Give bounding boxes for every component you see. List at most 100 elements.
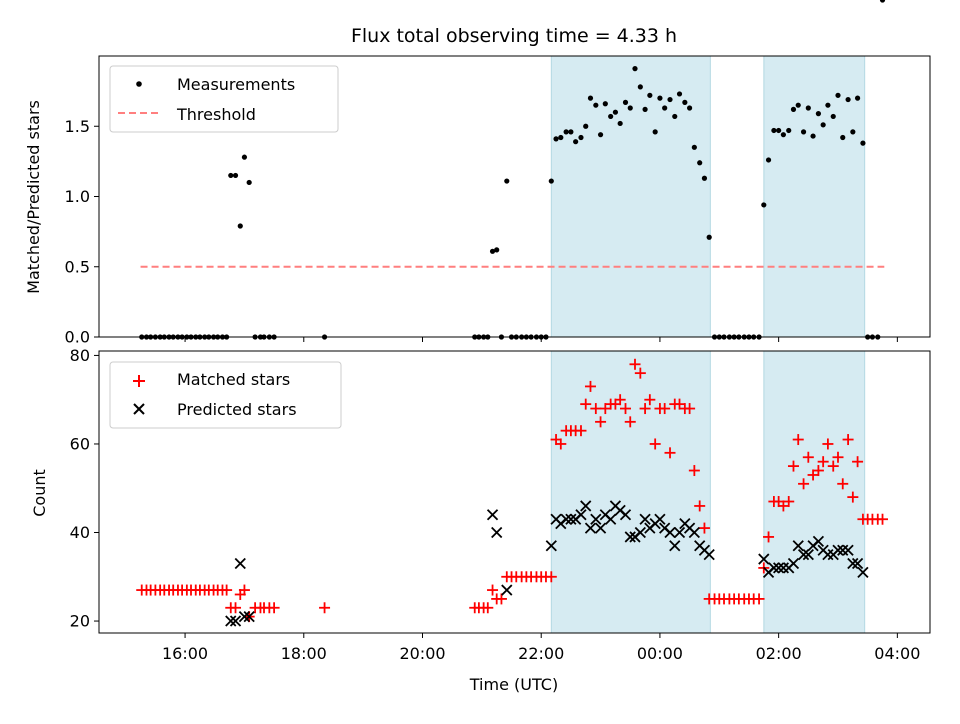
- cross-b: [822, 549, 834, 561]
- measurement-point: [850, 129, 856, 135]
- measurement-point: [860, 140, 866, 146]
- cross-b: [501, 584, 513, 596]
- predicted-star-point: [654, 513, 666, 525]
- measurement-point: [597, 132, 604, 138]
- predicted-star-point: [669, 540, 681, 552]
- bottom-axes-frame: [98, 350, 931, 634]
- measurement-point: [810, 133, 816, 139]
- predicted-star-point: [664, 526, 676, 539]
- matched-star-point: [614, 394, 626, 406]
- cross-b: [768, 562, 780, 574]
- measurement-point: [706, 234, 712, 240]
- cross-b: [634, 526, 646, 539]
- measurement-point: [676, 91, 683, 97]
- bottom-legend-box: [109, 361, 342, 429]
- predicted-star-point: [619, 509, 632, 521]
- measurement-point: [494, 247, 500, 253]
- x-axis-label: Time (UTC): [469, 675, 558, 694]
- matched-star-point: [763, 531, 775, 543]
- predicted-star-point: [229, 615, 242, 627]
- predicted-star-point: [812, 535, 825, 547]
- matched-star-point: [827, 460, 839, 472]
- bottom-x-ticks: 16:00 18:00 20:00 22:00 00:00 02:00 04:00: [162, 633, 920, 663]
- measurement-point: [800, 129, 807, 135]
- predicted-star-point: [225, 615, 237, 627]
- top-y-ticks: 0.0 0.5 1.0 1.5: [65, 117, 99, 347]
- measurement-point: [647, 92, 653, 98]
- measurement-point: [228, 172, 234, 179]
- measurement-point: [637, 84, 643, 90]
- matched-star-point: [698, 522, 710, 534]
- x-tick-label: 04:00: [874, 644, 920, 663]
- y-tick-label: 0.0: [65, 328, 90, 347]
- cross-b: [243, 610, 255, 623]
- matched-star-point: [798, 478, 810, 490]
- cross-b: [669, 540, 681, 552]
- predicted-star-point: [584, 522, 597, 534]
- matched-star-point: [812, 465, 824, 477]
- legend-label-threshold: Threshold: [176, 105, 256, 124]
- matched-star-point: [482, 602, 494, 614]
- predicted-star-point: [802, 549, 814, 561]
- matched-star-point: [221, 584, 233, 596]
- cross-b: [688, 526, 700, 539]
- y-tick-label: 1.5: [65, 117, 90, 136]
- measurement-point: [617, 120, 623, 127]
- cross-b: [584, 522, 597, 534]
- bottom-y-ticks: 20 40 60 80: [70, 346, 99, 631]
- measurement-point: [602, 101, 608, 107]
- measurement-point: [632, 66, 638, 72]
- cross-b: [491, 526, 503, 539]
- measurement-point: [593, 102, 599, 108]
- legend-label-measurements: Measurements: [177, 75, 295, 94]
- matched-star-point: [319, 602, 331, 614]
- measurement-point: [657, 95, 663, 101]
- matched-star-point: [644, 394, 656, 406]
- cross-b: [639, 513, 651, 525]
- measurement-point: [776, 127, 782, 134]
- cross-b: [797, 549, 810, 561]
- measurement-point: [820, 122, 826, 128]
- bottom-panel: 20 40 60 80 16:00 18:00 20:00 22:00 00:00 02:00 0…: [30, 346, 931, 694]
- x-tick-label: 18:00: [281, 644, 327, 663]
- cross-b: [229, 615, 242, 627]
- cross-b: [624, 531, 636, 543]
- matched-star-point: [634, 367, 646, 379]
- matched-star-point: [487, 584, 499, 596]
- shaded-interval-0: [550, 55, 711, 338]
- measurement-point: [780, 132, 786, 138]
- measurement-point: [237, 223, 243, 229]
- cross-b: [842, 544, 854, 556]
- measurement-point: [568, 129, 574, 135]
- predicted-star-point: [565, 513, 577, 525]
- x-tick-label: 00:00: [637, 644, 683, 663]
- measurement-point: [835, 92, 841, 98]
- matched-star-point: [783, 496, 795, 508]
- shaded-interval-1: [763, 55, 866, 338]
- predicted-star-point: [792, 540, 804, 552]
- measurement-point: [815, 111, 822, 117]
- measurement-point: [662, 105, 668, 111]
- measurement-point: [672, 113, 678, 120]
- measurement-point: [563, 129, 569, 135]
- matched-star-point: [817, 456, 829, 468]
- measurement-point: [795, 102, 801, 108]
- matched-star-point: [847, 491, 859, 503]
- predicted-star-point: [560, 513, 572, 525]
- measurement-point: [622, 99, 629, 105]
- measurement-point: [879, 0, 886, 3]
- matched-star-point: [580, 398, 592, 410]
- legend-dot-marker: [136, 81, 142, 87]
- bottom-legend: Matched stars Predicted stars: [109, 361, 342, 429]
- matched-star-point: [822, 438, 834, 450]
- predicted-star-point: [491, 526, 503, 539]
- top-y-axis-label: Matched/Predicted stars: [24, 100, 43, 294]
- measurement-point: [765, 157, 772, 163]
- measurement-point: [652, 129, 658, 135]
- predicted-star-point: [234, 557, 246, 570]
- matched-star-point: [694, 500, 706, 512]
- cross-b: [703, 549, 715, 561]
- matched-star-point: [852, 456, 864, 468]
- predicted-star-point: [590, 513, 602, 525]
- measurement-point: [825, 102, 831, 108]
